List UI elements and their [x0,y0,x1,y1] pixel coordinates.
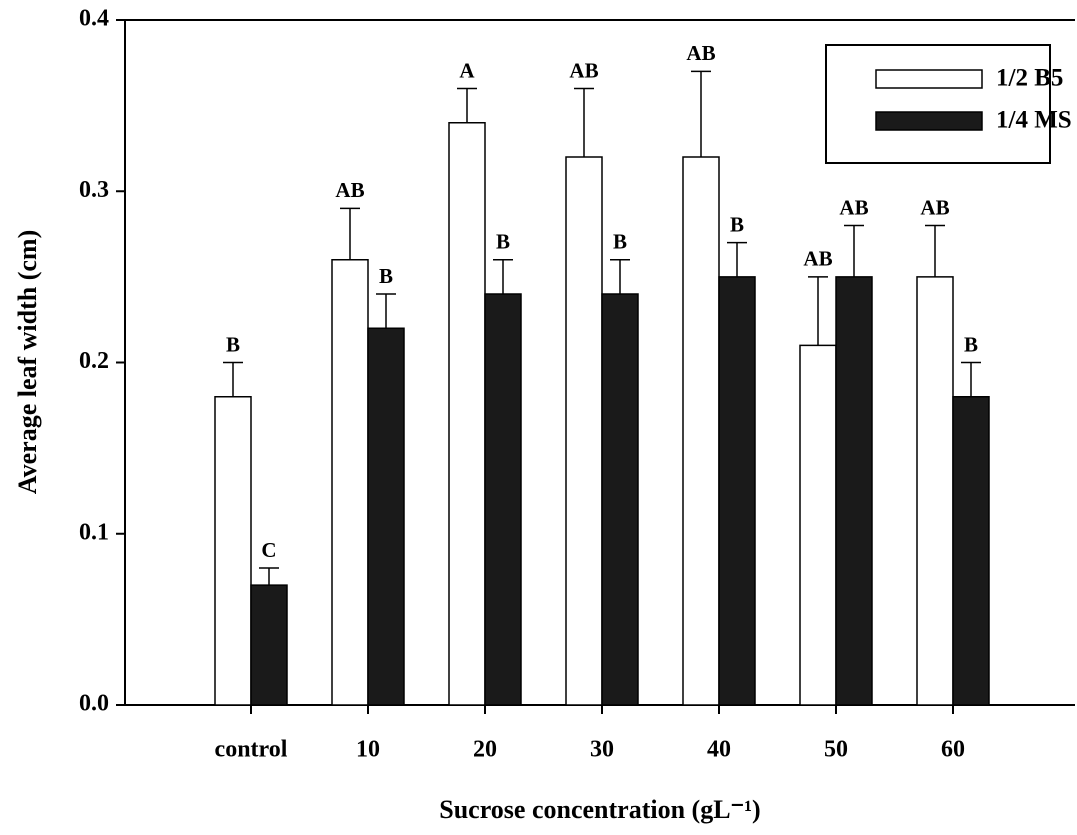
legend-box [825,44,1051,164]
x-tick-label: 50 [824,737,848,763]
bar [448,122,486,706]
y-tick-label: 0.4 [79,6,109,32]
bar [565,156,603,706]
y-axis-title: Average leaf width (cm) [13,230,42,494]
bar [367,327,405,706]
bar [952,396,990,706]
bar [799,344,837,706]
significance-letter: B [613,230,627,254]
significance-letter: B [379,264,393,288]
x-tick-label: 60 [941,737,965,763]
significance-letter: AB [839,195,868,219]
bar [331,259,369,706]
x-tick-label: 10 [356,737,380,763]
x-tick-label: 30 [590,737,614,763]
significance-letter: AB [803,247,832,271]
y-tick-label: 0.2 [79,348,109,374]
significance-letter: B [226,332,240,356]
bar [916,276,954,706]
significance-letter: B [730,212,744,236]
significance-letter: AB [335,178,364,202]
x-tick-label: control [215,737,288,763]
y-tick-label: 0.0 [79,691,109,717]
significance-letter: AB [920,195,949,219]
significance-letter: C [261,538,276,562]
significance-letter: A [459,58,475,82]
significance-letter: AB [686,41,715,65]
x-tick-label: 20 [473,737,497,763]
legend-swatch [875,111,983,131]
legend-swatch [875,69,983,89]
x-axis-title: Sucrose concentration (gL⁻¹) [439,795,760,824]
bar [214,396,252,706]
x-tick-label: 40 [707,737,731,763]
y-tick-label: 0.1 [79,519,109,545]
bar [682,156,720,706]
bar [835,276,873,706]
bar [601,293,639,706]
bar [250,584,288,706]
legend-label: 1/4 MS [996,107,1072,134]
bar [718,276,756,706]
significance-letter: B [496,230,510,254]
bar [484,293,522,706]
significance-letter: AB [569,58,598,82]
legend-label: 1/2 B5 [996,65,1063,92]
y-tick-label: 0.3 [79,177,109,203]
significance-letter: B [964,332,978,356]
